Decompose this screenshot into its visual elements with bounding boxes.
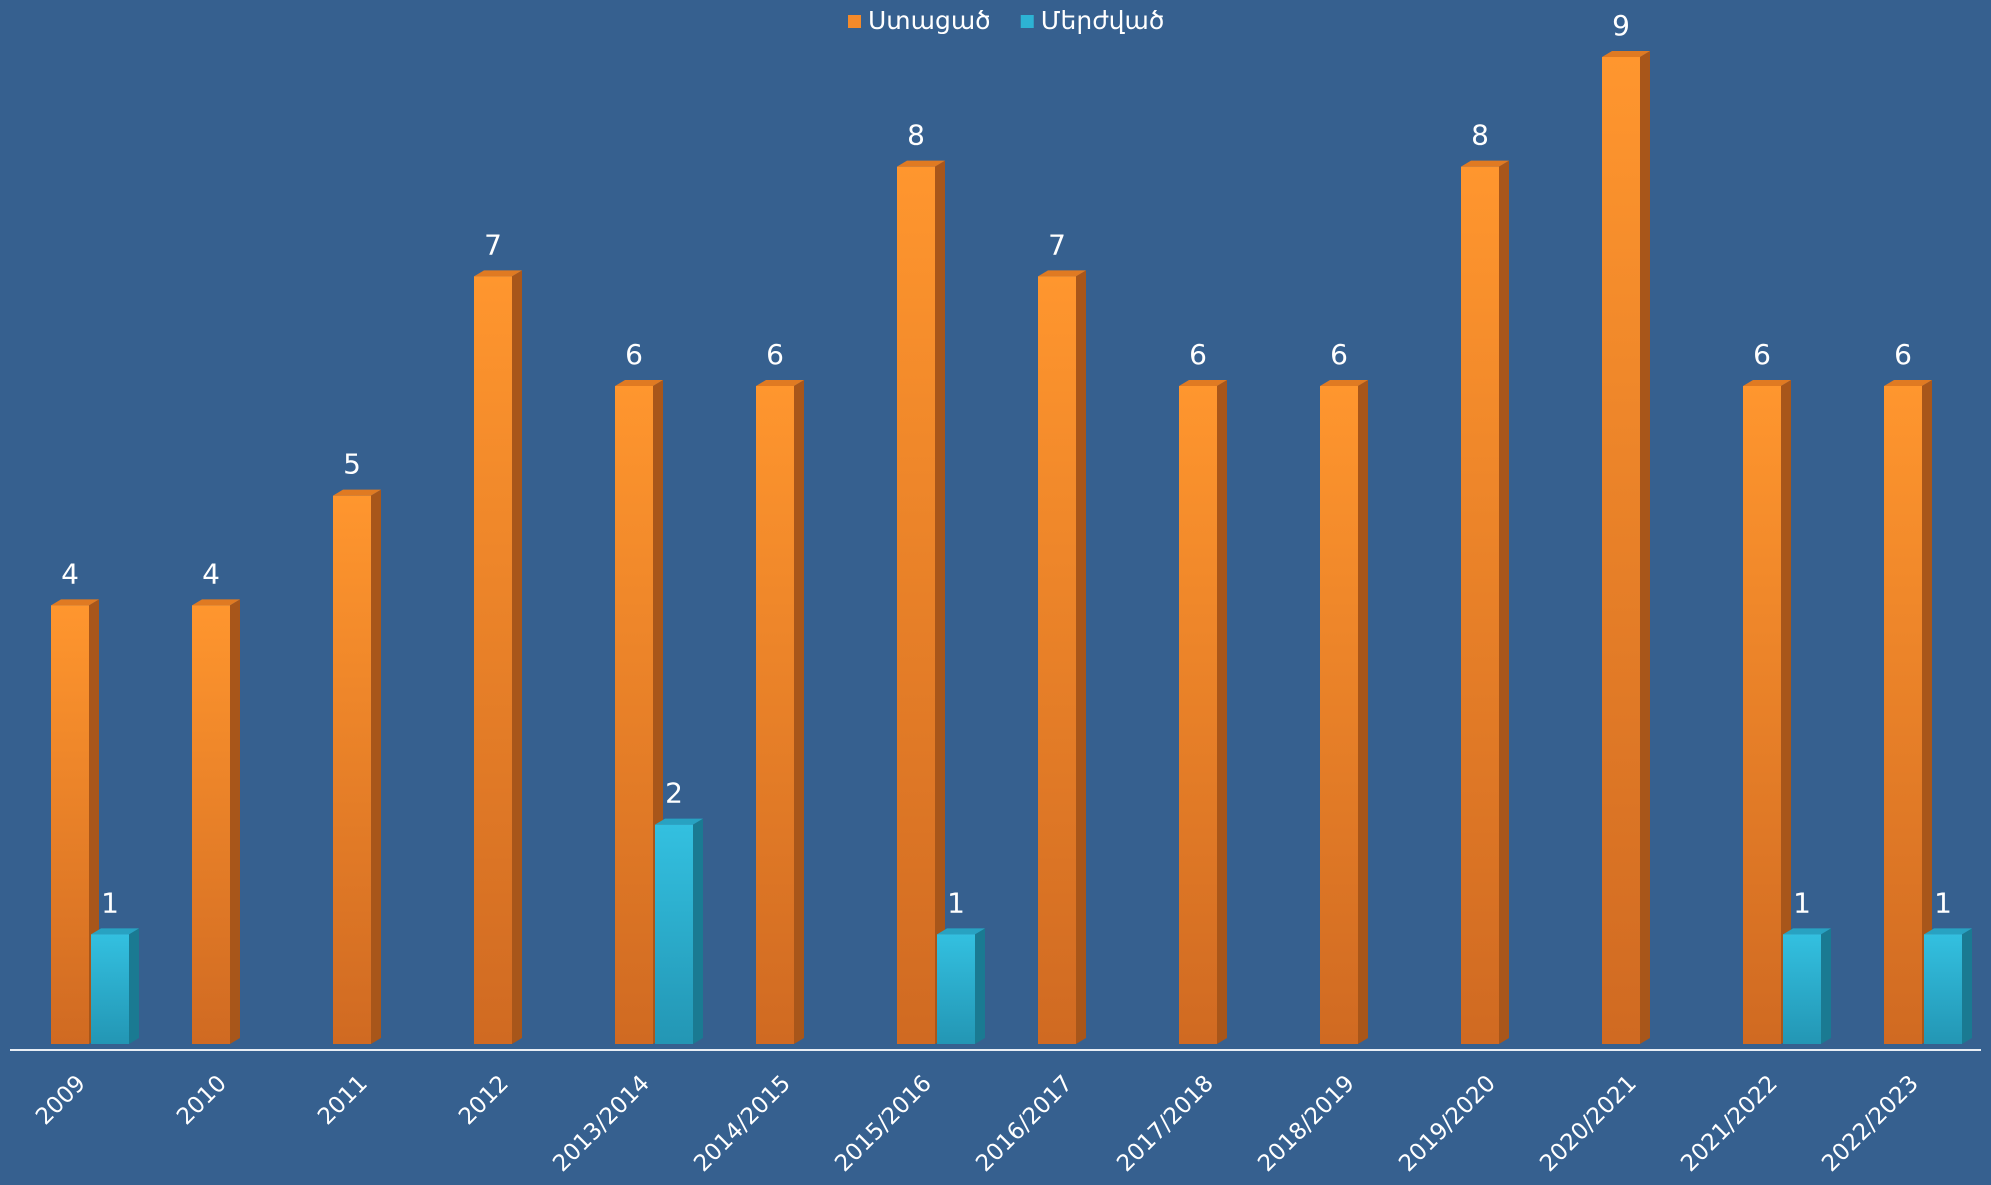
legend-label: Ստացած	[868, 6, 991, 35]
bar-front	[91, 934, 129, 1044]
bar-top	[897, 160, 945, 167]
bar-front	[937, 934, 975, 1044]
bar-front	[1884, 386, 1922, 1044]
bar-top	[1320, 380, 1368, 386]
bar-side	[693, 818, 703, 1044]
legend-marker	[1020, 15, 1034, 28]
data-label: 1	[1934, 886, 1952, 919]
bar-top	[756, 380, 804, 386]
bar-top	[1461, 160, 1509, 167]
bar-top	[474, 270, 522, 277]
bar-top	[1038, 270, 1086, 277]
data-label: 1	[947, 886, 965, 919]
bar-side	[1076, 270, 1086, 1044]
bar-top	[333, 489, 381, 496]
bar-side	[230, 599, 240, 1044]
bar	[1461, 160, 1509, 1044]
data-label: 2	[665, 777, 683, 810]
bar-top	[655, 818, 703, 825]
bar-side	[1358, 380, 1368, 1044]
data-label: 8	[907, 119, 925, 152]
bar-front	[333, 495, 371, 1045]
bar-top	[1884, 380, 1932, 386]
bar	[897, 160, 945, 1044]
data-label: 1	[101, 886, 119, 919]
bar	[474, 270, 522, 1044]
bar-side	[1217, 380, 1227, 1044]
data-label: 1	[1793, 886, 1811, 919]
bar	[192, 599, 240, 1044]
bar	[1179, 380, 1227, 1044]
bar	[937, 928, 985, 1044]
bar-front	[1179, 386, 1217, 1044]
data-label: 7	[484, 228, 502, 261]
bar-side	[1821, 928, 1831, 1044]
legend-marker	[848, 15, 861, 28]
bar-side	[512, 270, 522, 1044]
bar-front	[474, 276, 512, 1044]
bar	[1783, 928, 1831, 1044]
bar-side	[975, 928, 985, 1044]
data-label: 6	[1753, 338, 1771, 371]
bar-top	[51, 599, 99, 606]
bar-front	[655, 824, 693, 1044]
bar	[1743, 380, 1791, 1044]
data-label: 6	[625, 338, 643, 371]
bar-front	[51, 605, 89, 1044]
bar-top	[1743, 380, 1791, 386]
bar-front	[192, 605, 230, 1044]
data-label: 6	[766, 338, 784, 371]
data-label: 4	[202, 557, 220, 590]
bar-side	[935, 160, 945, 1044]
legend-label: Մերժված	[1041, 6, 1165, 35]
bar-top	[91, 928, 139, 935]
bar-front	[1743, 386, 1781, 1044]
bar-top	[1179, 380, 1227, 386]
bar-top	[1924, 928, 1972, 935]
bar-front	[615, 386, 653, 1044]
bar-front	[1038, 276, 1076, 1044]
bar-top	[615, 380, 663, 386]
data-label: 6	[1330, 338, 1348, 371]
bar-side	[1499, 160, 1509, 1044]
bar	[655, 818, 703, 1044]
bar-top	[937, 928, 985, 935]
bar-side	[1962, 928, 1972, 1044]
bar-side	[1640, 51, 1650, 1044]
bar-front	[1783, 934, 1821, 1044]
bar-front	[897, 166, 935, 1044]
bar	[91, 928, 139, 1044]
bar	[1924, 928, 1972, 1044]
bar	[1602, 51, 1650, 1044]
bar	[1884, 380, 1932, 1044]
bar	[1320, 380, 1368, 1044]
bar	[51, 599, 99, 1044]
bar-side	[129, 928, 139, 1044]
bar-top	[1783, 928, 1831, 935]
bar-side	[794, 380, 804, 1044]
bar-side	[371, 489, 381, 1045]
bar-front	[1602, 57, 1640, 1044]
bar	[333, 489, 381, 1045]
bar-top	[192, 599, 240, 606]
bar-front	[756, 386, 794, 1044]
bar	[756, 380, 804, 1044]
data-label: 7	[1048, 228, 1066, 261]
bar-front	[1924, 934, 1962, 1044]
data-label: 5	[343, 448, 361, 481]
bar-side	[1922, 380, 1932, 1044]
bar-side	[1781, 380, 1791, 1044]
bar	[1038, 270, 1086, 1044]
data-label: 8	[1471, 119, 1489, 152]
bar-front	[1461, 166, 1499, 1044]
bar-front	[1320, 386, 1358, 1044]
bar-top	[1602, 51, 1650, 57]
data-label: 6	[1894, 338, 1912, 371]
data-label: 9	[1612, 9, 1630, 42]
data-label: 4	[61, 557, 79, 590]
data-label: 6	[1189, 338, 1207, 371]
